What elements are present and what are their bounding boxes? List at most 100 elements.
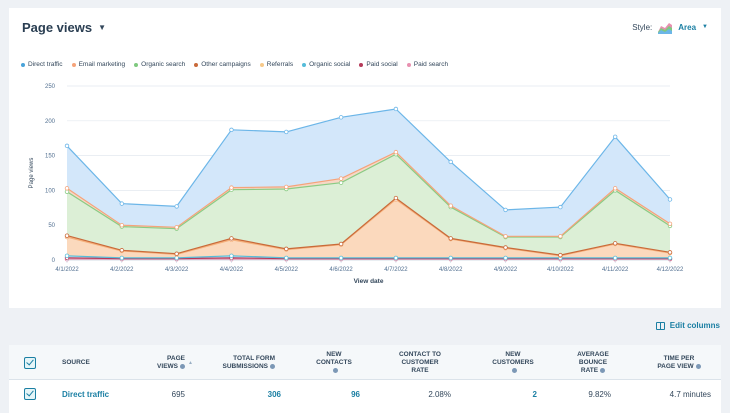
- legend-item[interactable]: Direct traffic: [21, 61, 63, 68]
- chart-legend: Direct traffic Email marketing Organic s…: [21, 61, 448, 68]
- data-point: [229, 236, 234, 241]
- column-header-label: Page: [167, 355, 185, 362]
- page-views-area-chart: 0 50 100 150 200 250 4/1/2022 4/2/2022 4/3/2022 4…: [29, 84, 684, 285]
- data-point: [174, 251, 179, 256]
- table-header: [9, 345, 721, 380]
- x-tick-label: 4/3/2022: [165, 267, 189, 273]
- column-header-source[interactable]: Source: [62, 359, 90, 367]
- data-point: [448, 255, 453, 261]
- data-point: [338, 255, 344, 261]
- data-point: [64, 143, 70, 149]
- edit-columns-button[interactable]: Edit columns: [655, 321, 720, 330]
- column-header-new-customers[interactable]: New customers: [489, 351, 537, 375]
- column-header-page-views[interactable]: Page views ▲: [149, 355, 193, 371]
- data-point: [174, 225, 179, 230]
- legend-dot-icon: [21, 62, 25, 67]
- data-point: [64, 233, 70, 238]
- sources-table: Source Page views ▲ Total form submissio…: [9, 345, 721, 413]
- x-tick-label: 4/4/2022: [220, 267, 244, 273]
- info-icon: [180, 363, 185, 369]
- x-tick-label: 4/7/2022: [384, 267, 408, 273]
- data-point: [667, 197, 673, 202]
- data-point: [393, 255, 399, 261]
- legend-item[interactable]: Referrals: [259, 61, 293, 68]
- data-point: [503, 245, 508, 250]
- column-header-bounce-rate[interactable]: Average bounce rate: [569, 351, 617, 375]
- series-line-other-campaigns: [66, 197, 671, 256]
- info-icon: [600, 367, 606, 373]
- series-line-paid-social: [66, 257, 670, 260]
- legend-dot-icon: [406, 62, 411, 67]
- y-tick-label: 150: [45, 154, 56, 160]
- series-line-organic-social: [66, 255, 670, 259]
- legend-label: Other campaigns: [201, 61, 251, 68]
- area-direct-traffic: [67, 109, 670, 237]
- data-point: [393, 106, 399, 112]
- y-tick-label: 250: [45, 84, 56, 90]
- cell-new-customers[interactable]: 2: [532, 390, 537, 399]
- column-header-label: Total form: [233, 355, 275, 362]
- column-header-label: New: [505, 351, 521, 358]
- series-line-email-marketing: [66, 151, 671, 237]
- data-point: [503, 234, 508, 239]
- report-title-dropdown[interactable]: Page views ▼: [22, 20, 106, 35]
- data-point: [667, 250, 673, 255]
- column-header-time-per-view[interactable]: Time per page view: [649, 355, 709, 371]
- info-icon: [511, 367, 517, 373]
- data-point: [64, 186, 70, 191]
- legend-item[interactable]: Email marketing: [71, 61, 126, 68]
- legend-label: Direct traffic: [28, 61, 63, 68]
- columns-icon: [655, 321, 665, 330]
- column-header-label: bounce: [578, 359, 608, 366]
- data-point: [284, 184, 289, 190]
- x-tick-label: 4/12/2022: [657, 267, 684, 273]
- data-point: [119, 248, 125, 253]
- row-checkbox[interactable]: [24, 388, 36, 400]
- cell-form-submissions[interactable]: 306: [267, 390, 281, 399]
- column-header-new-contacts[interactable]: New contacts: [314, 351, 354, 375]
- data-point: [448, 203, 453, 208]
- data-point: [64, 189, 70, 194]
- column-header-form-submissions[interactable]: Total form submissions: [219, 355, 275, 371]
- x-tick-label: 4/9/2022: [494, 267, 518, 273]
- data-point: [393, 195, 399, 201]
- data-point: [284, 129, 289, 135]
- select-all-checkbox[interactable]: [24, 357, 36, 369]
- info-icon: [695, 363, 701, 369]
- legend-item[interactable]: Organic search: [134, 61, 185, 68]
- legend-item[interactable]: Paid social: [359, 61, 398, 68]
- column-header-label: Contact to: [398, 351, 441, 358]
- legend-dot-icon: [302, 62, 307, 67]
- cell-new-contacts[interactable]: 96: [351, 390, 360, 399]
- data-point: [558, 234, 563, 239]
- y-tick-label: 200: [45, 119, 56, 125]
- data-point: [338, 180, 344, 185]
- data-point: [393, 149, 399, 155]
- legend-label: Email marketing: [78, 61, 126, 68]
- style-selector[interactable]: Style: Area ▼: [632, 20, 708, 34]
- data-point: [667, 255, 673, 261]
- data-point: [229, 127, 234, 133]
- data-point: [338, 241, 344, 247]
- column-header-contact-rate[interactable]: Contact to customer rate: [385, 351, 455, 375]
- legend-item[interactable]: Organic social: [302, 61, 350, 68]
- column-header-label: page view: [657, 363, 694, 370]
- x-axis-title: View date: [354, 278, 384, 285]
- legend-item[interactable]: Paid search: [406, 61, 448, 68]
- data-point: [174, 204, 179, 209]
- x-tick-label: 4/1/2022: [55, 267, 79, 273]
- data-point: [612, 241, 618, 246]
- cell-bounce-rate: 9.82%: [588, 390, 611, 399]
- source-link[interactable]: Direct traffic: [62, 390, 110, 399]
- cell-contact-rate: 2.08%: [428, 390, 451, 399]
- cell-time-per-view: 4.7 minutes: [669, 390, 711, 399]
- data-point: [229, 253, 234, 259]
- data-point: [174, 255, 179, 261]
- legend-item[interactable]: Other campaigns: [194, 61, 251, 68]
- info-icon: [270, 363, 275, 369]
- area-chart-icon: [658, 23, 673, 34]
- legend-dot-icon: [259, 62, 264, 67]
- data-point: [558, 204, 563, 210]
- column-header-label: customer: [401, 359, 439, 366]
- style-label: Style:: [632, 22, 653, 32]
